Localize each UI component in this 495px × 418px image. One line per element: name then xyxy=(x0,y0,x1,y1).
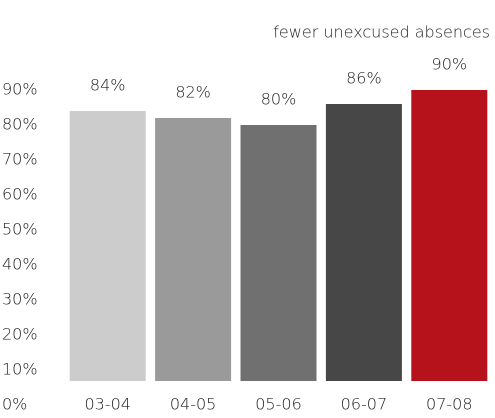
value-label: 80% xyxy=(261,90,297,109)
y-tick-label: 70% xyxy=(2,150,38,169)
y-tick-label: 40% xyxy=(2,255,38,274)
x-tick-label: 03-04 xyxy=(84,395,131,414)
x-tick-label: 06-07 xyxy=(341,395,388,414)
value-label: 82% xyxy=(175,83,211,102)
value-label: 86% xyxy=(346,69,382,88)
y-tick-label: 50% xyxy=(2,220,38,239)
bar xyxy=(69,111,146,381)
y-tick-label: 20% xyxy=(2,325,38,344)
bar xyxy=(411,90,488,381)
bar xyxy=(155,118,232,381)
x-tick-label: 05-06 xyxy=(255,395,302,414)
y-tick-label: 10% xyxy=(2,360,38,379)
x-tick-label: 07-08 xyxy=(426,395,473,414)
x-tick-label: 04-05 xyxy=(170,395,217,414)
bar xyxy=(325,104,402,381)
y-tick-label: 90% xyxy=(2,80,38,99)
value-label: 90% xyxy=(432,55,468,74)
value-label: 84% xyxy=(90,76,126,95)
chart-title: fewer unexcused absences xyxy=(273,23,490,42)
y-tick-label: 0% xyxy=(2,395,27,414)
y-tick-label: 60% xyxy=(2,185,38,204)
bar xyxy=(240,125,317,381)
y-tick-label: 30% xyxy=(2,290,38,309)
y-tick-label: 80% xyxy=(2,115,38,134)
